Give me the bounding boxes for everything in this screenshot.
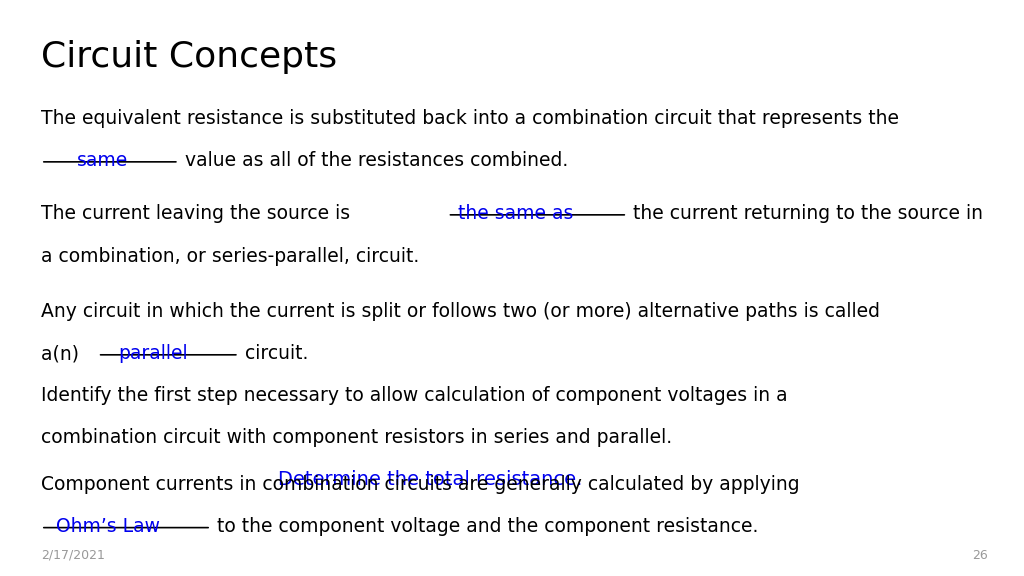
Text: the current returning to the source in: the current returning to the source in	[627, 204, 983, 223]
Text: The current leaving the source is: The current leaving the source is	[41, 204, 356, 223]
Text: circuit.: circuit.	[239, 344, 308, 363]
Text: the same as: the same as	[458, 204, 573, 223]
Text: value as all of the resistances combined.: value as all of the resistances combined…	[179, 151, 568, 170]
Text: Any circuit in which the current is split or follows two (or more) alternative p: Any circuit in which the current is spli…	[41, 302, 880, 321]
Text: Identify the first step necessary to allow calculation of component voltages in : Identify the first step necessary to all…	[41, 386, 787, 405]
Text: Determine the total resistance.: Determine the total resistance.	[278, 470, 583, 489]
Text: Component currents in combination circuits are generally calculated by applying: Component currents in combination circui…	[41, 475, 800, 494]
Text: Circuit Concepts: Circuit Concepts	[41, 40, 337, 74]
Text: 2/17/2021: 2/17/2021	[41, 548, 104, 562]
Text: a(n): a(n)	[41, 344, 85, 363]
Text: 26: 26	[973, 548, 988, 562]
Text: parallel: parallel	[118, 344, 187, 363]
Text: same: same	[77, 151, 128, 170]
Text: Ohm’s Law: Ohm’s Law	[56, 517, 161, 536]
Text: a combination, or series-parallel, circuit.: a combination, or series-parallel, circu…	[41, 247, 419, 266]
Text: to the component voltage and the component resistance.: to the component voltage and the compone…	[211, 517, 759, 536]
Text: The equivalent resistance is substituted back into a combination circuit that re: The equivalent resistance is substituted…	[41, 109, 899, 128]
Text: combination circuit with component resistors in series and parallel.: combination circuit with component resis…	[41, 428, 672, 447]
